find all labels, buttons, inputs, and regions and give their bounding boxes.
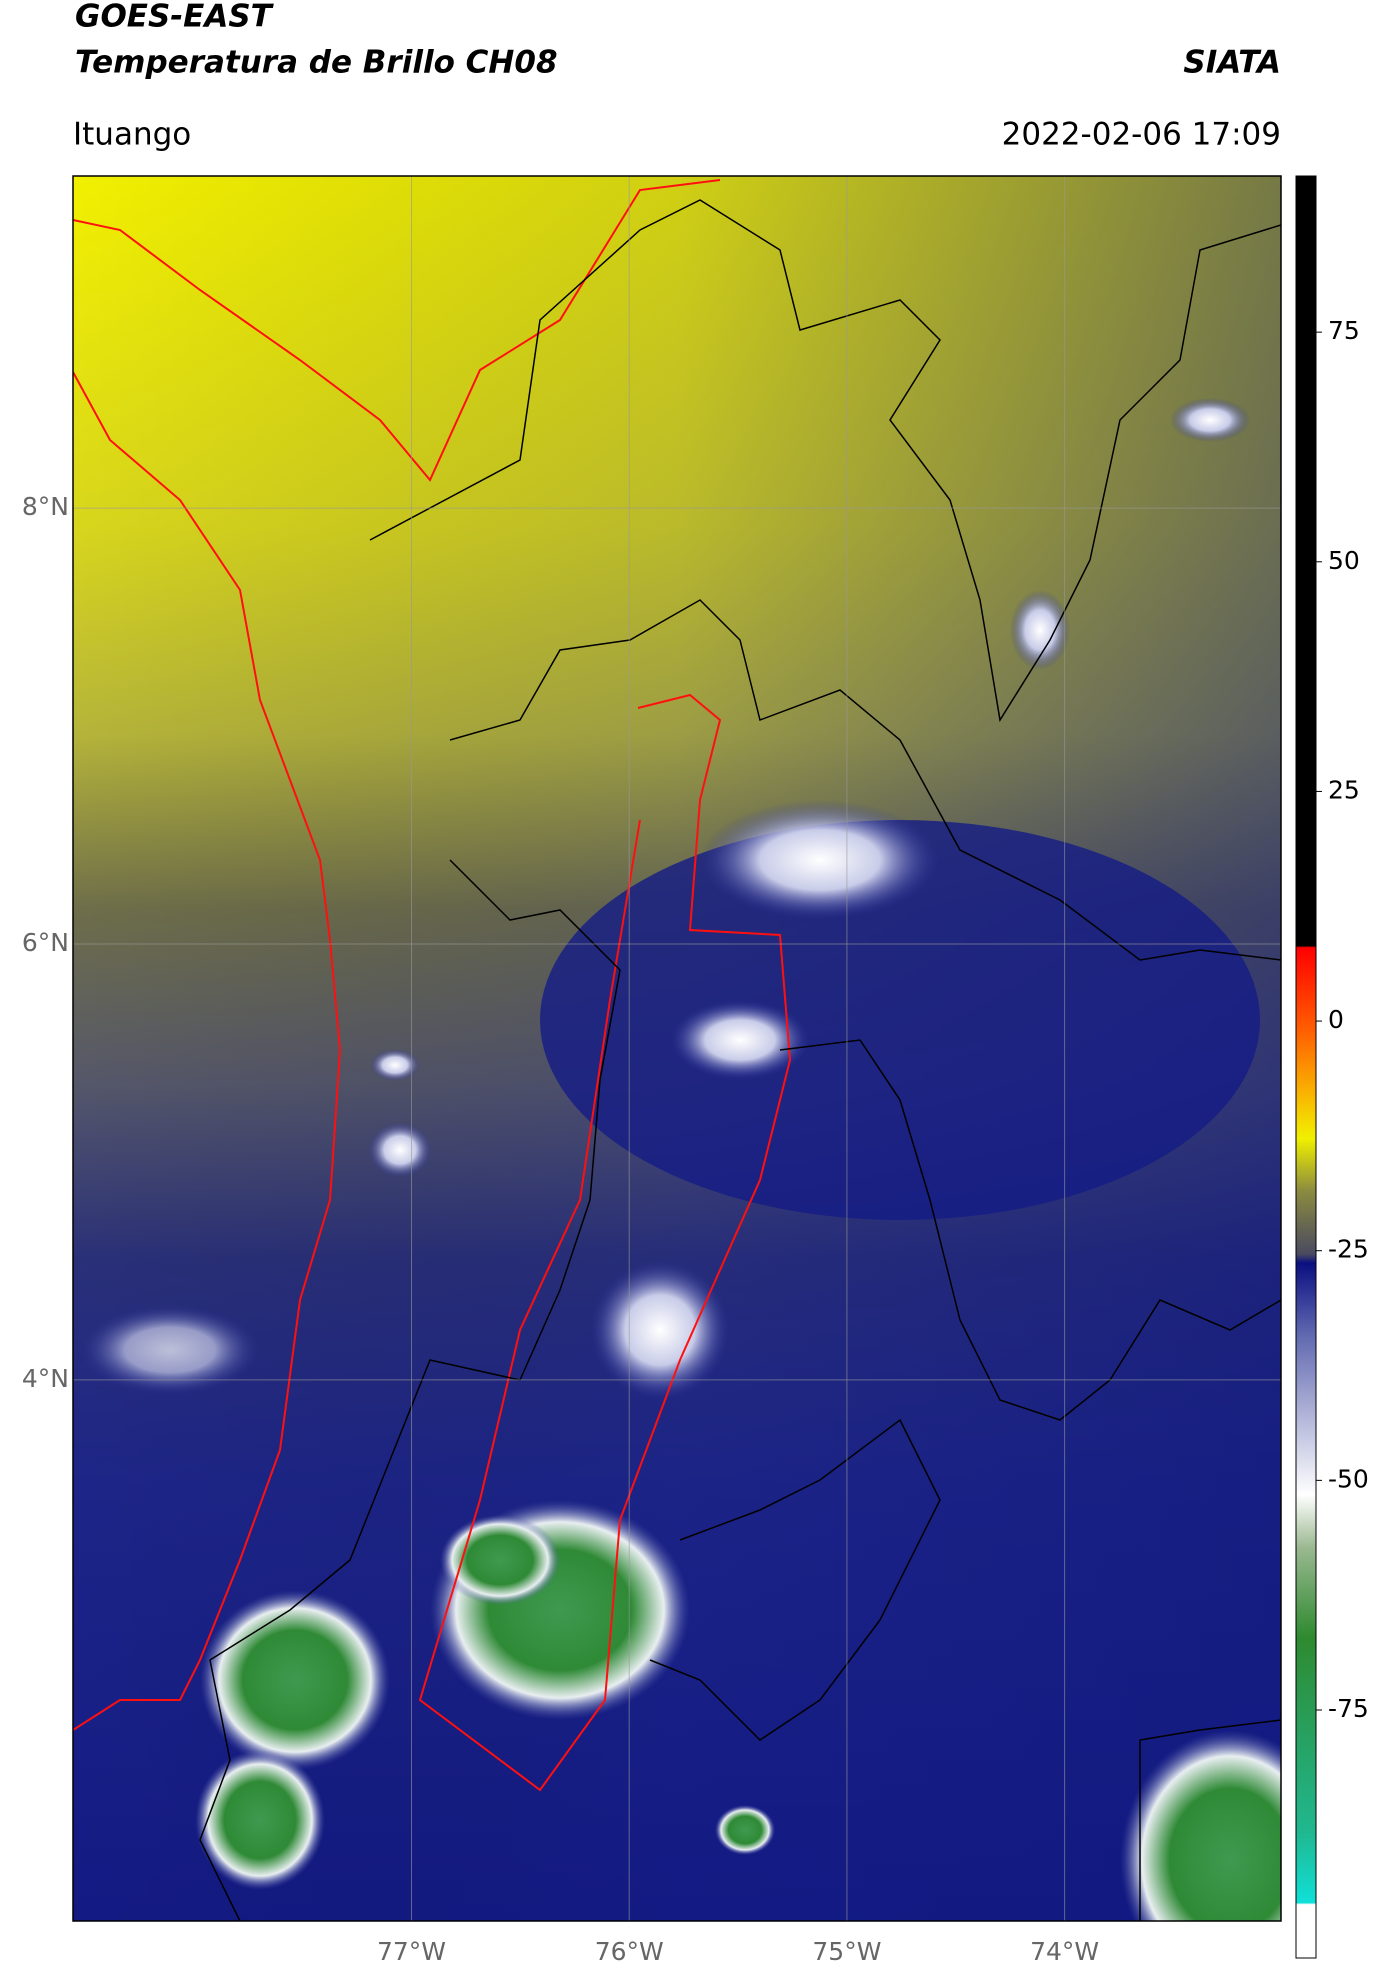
map-frame xyxy=(72,175,1282,1922)
graticule xyxy=(73,176,1281,1921)
colorbar xyxy=(1295,175,1317,1959)
title: GOES-EAST xyxy=(75,0,275,35)
colorbar-tick-label: 50 xyxy=(1328,546,1360,575)
location: Ituango xyxy=(73,117,191,153)
colorbar-tick-label: -25 xyxy=(1328,1235,1369,1264)
subtitle: Temperatura de Brillo CH08 xyxy=(75,45,558,81)
colorbar-tick-label: 75 xyxy=(1328,316,1360,345)
x-tick-label: 74°W xyxy=(1030,1937,1099,1966)
x-tick-label: 77°W xyxy=(377,1937,446,1966)
y-tick-label: 8°N xyxy=(22,492,69,521)
colorbar-tick-label: -50 xyxy=(1328,1464,1369,1493)
source: SIATA xyxy=(1183,45,1281,81)
colorbar-tick-label: 0 xyxy=(1328,1005,1344,1034)
x-tick-label: 75°W xyxy=(812,1937,881,1966)
colorbar-tick-label: 25 xyxy=(1328,775,1360,804)
satellite-image xyxy=(73,176,1281,1921)
y-tick-label: 6°N xyxy=(22,928,69,957)
colorbar-tick-label: -75 xyxy=(1328,1694,1369,1723)
x-tick-label: 76°W xyxy=(595,1937,664,1966)
datetime: 2022-02-06 17:09 xyxy=(1002,117,1281,153)
y-tick-label: 4°N xyxy=(22,1364,69,1393)
colorbar-ticks: 75 50 25 0 -25 -50 -75 xyxy=(1316,316,1369,1723)
